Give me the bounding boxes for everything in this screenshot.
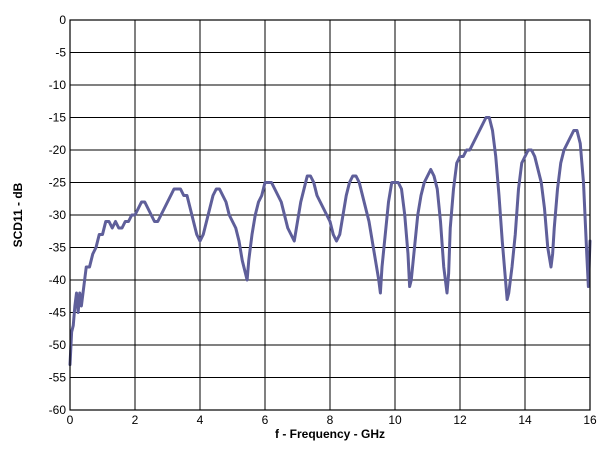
x-tick-label: 14: [518, 413, 532, 427]
x-tick-label: 0: [67, 413, 74, 427]
y-tick-label: -50: [49, 338, 67, 352]
x-tick-label: 8: [327, 413, 334, 427]
x-tick-label: 4: [197, 413, 204, 427]
x-tick-label: 10: [388, 413, 402, 427]
y-tick-label: -30: [49, 208, 67, 222]
y-tick-label: -40: [49, 273, 67, 287]
y-tick-label: -55: [49, 371, 67, 385]
y-tick-label: -15: [49, 111, 67, 125]
x-tick-label: 16: [583, 413, 597, 427]
y-tick-label: -45: [49, 306, 67, 320]
grid-lines: [70, 20, 590, 410]
y-tick-label: -5: [55, 46, 66, 60]
y-axis-ticks: 0 -5 -10 -15 -20 -25 -30 -35 -40 -45 -50 -55 -60: [49, 13, 67, 417]
x-tick-label: 6: [262, 413, 269, 427]
y-tick-label: -60: [49, 403, 67, 417]
x-tick-label: 2: [132, 413, 139, 427]
y-axis-title: SCD11 - dB: [11, 182, 25, 247]
plot-frame: [69, 19, 591, 411]
y-tick-label: -20: [49, 143, 67, 157]
x-axis-title: f - Frequency - GHz: [275, 427, 385, 441]
y-tick-label: -35: [49, 241, 67, 255]
series-line: [68, 116, 592, 366]
x-axis-ticks: 0 2 4 6 8 10 12 14 16: [67, 413, 597, 427]
x-tick-label: 12: [453, 413, 467, 427]
y-tick-label: -25: [49, 176, 67, 190]
y-tick-label: -10: [49, 78, 67, 92]
y-tick-label: 0: [59, 13, 66, 27]
series-layer: [68, 116, 592, 366]
